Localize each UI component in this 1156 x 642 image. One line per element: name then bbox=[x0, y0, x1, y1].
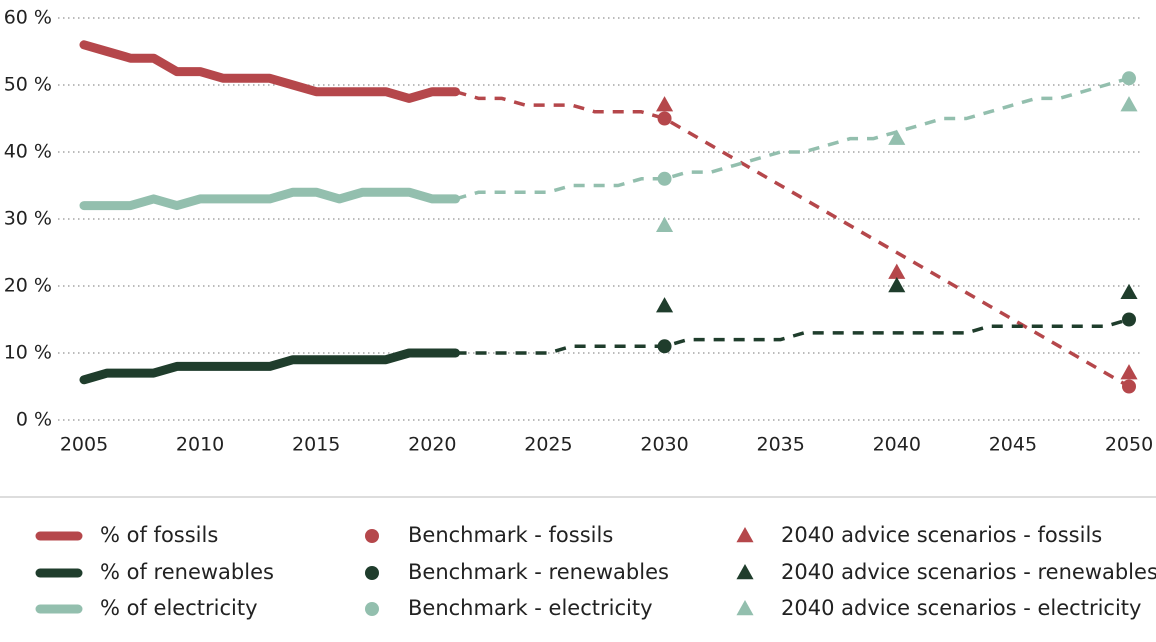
line bbox=[79, 348, 461, 385]
legend-label: 2040 advice scenarios - electricity bbox=[781, 596, 1141, 620]
x-tick-label: 2005 bbox=[60, 434, 108, 456]
benchmark-point bbox=[1122, 379, 1136, 394]
scenario-point bbox=[1120, 283, 1138, 299]
legend-label: % of electricity bbox=[100, 596, 258, 620]
legend-swatch bbox=[736, 564, 754, 580]
benchmark-point bbox=[1122, 312, 1136, 327]
x-tick-label: 2035 bbox=[756, 434, 804, 456]
legend-swatch bbox=[365, 529, 379, 543]
x-tick-label: 2010 bbox=[176, 434, 224, 456]
x-tick-label: 2040 bbox=[873, 434, 921, 456]
legend-label: Benchmark - renewables bbox=[408, 560, 669, 584]
y-tick-label: 30 % bbox=[4, 208, 52, 230]
legend-label: Benchmark - fossils bbox=[408, 523, 613, 547]
scenario-point bbox=[888, 277, 906, 293]
y-tick-label: 40 % bbox=[4, 141, 52, 163]
benchmark-point bbox=[657, 111, 672, 126]
legend-label: % of fossils bbox=[100, 523, 218, 547]
legend-label: 2040 advice scenarios - renewables bbox=[781, 560, 1156, 584]
benchmark-point bbox=[1122, 71, 1136, 86]
y-tick-label: 60 % bbox=[4, 7, 52, 29]
projection-line bbox=[455, 76, 1130, 201]
scenario-point bbox=[888, 263, 906, 279]
x-tick-label: 2015 bbox=[292, 434, 340, 456]
legend-background bbox=[0, 496, 1156, 642]
legend-swatch bbox=[365, 566, 379, 580]
projection-line bbox=[455, 90, 1130, 389]
legend-swatch bbox=[736, 527, 754, 543]
benchmark-point bbox=[657, 339, 672, 354]
scenario-point bbox=[1120, 96, 1138, 112]
benchmark-point bbox=[657, 171, 672, 186]
y-tick-label: 50 % bbox=[4, 74, 52, 96]
x-tick-label: 2020 bbox=[408, 434, 456, 456]
legend-label: % of renewables bbox=[100, 560, 274, 584]
y-tick-label: 0 % bbox=[16, 409, 52, 431]
legend-label: 2040 advice scenarios - fossils bbox=[781, 523, 1102, 547]
scenario-point bbox=[888, 129, 906, 145]
line bbox=[79, 187, 461, 211]
legend-label: Benchmark - electricity bbox=[408, 596, 653, 620]
line bbox=[79, 40, 461, 103]
legend: % of fossils % of renewables % of electric… bbox=[35, 523, 1156, 620]
x-tick-label: 2030 bbox=[640, 434, 688, 456]
legend-swatch bbox=[736, 600, 754, 616]
legend-swatch bbox=[365, 602, 379, 616]
x-tick-label: 2025 bbox=[524, 434, 572, 456]
projection-line bbox=[455, 317, 1130, 355]
x-tick-label: 2045 bbox=[989, 434, 1037, 456]
scenario-point bbox=[656, 216, 674, 232]
scenario-point bbox=[1120, 364, 1138, 380]
y-tick-label: 20 % bbox=[4, 275, 52, 297]
scenario-point bbox=[656, 297, 674, 313]
y-tick-label: 10 % bbox=[4, 342, 52, 364]
x-tick-label: 2050 bbox=[1105, 434, 1153, 456]
scenario-point bbox=[656, 96, 674, 112]
